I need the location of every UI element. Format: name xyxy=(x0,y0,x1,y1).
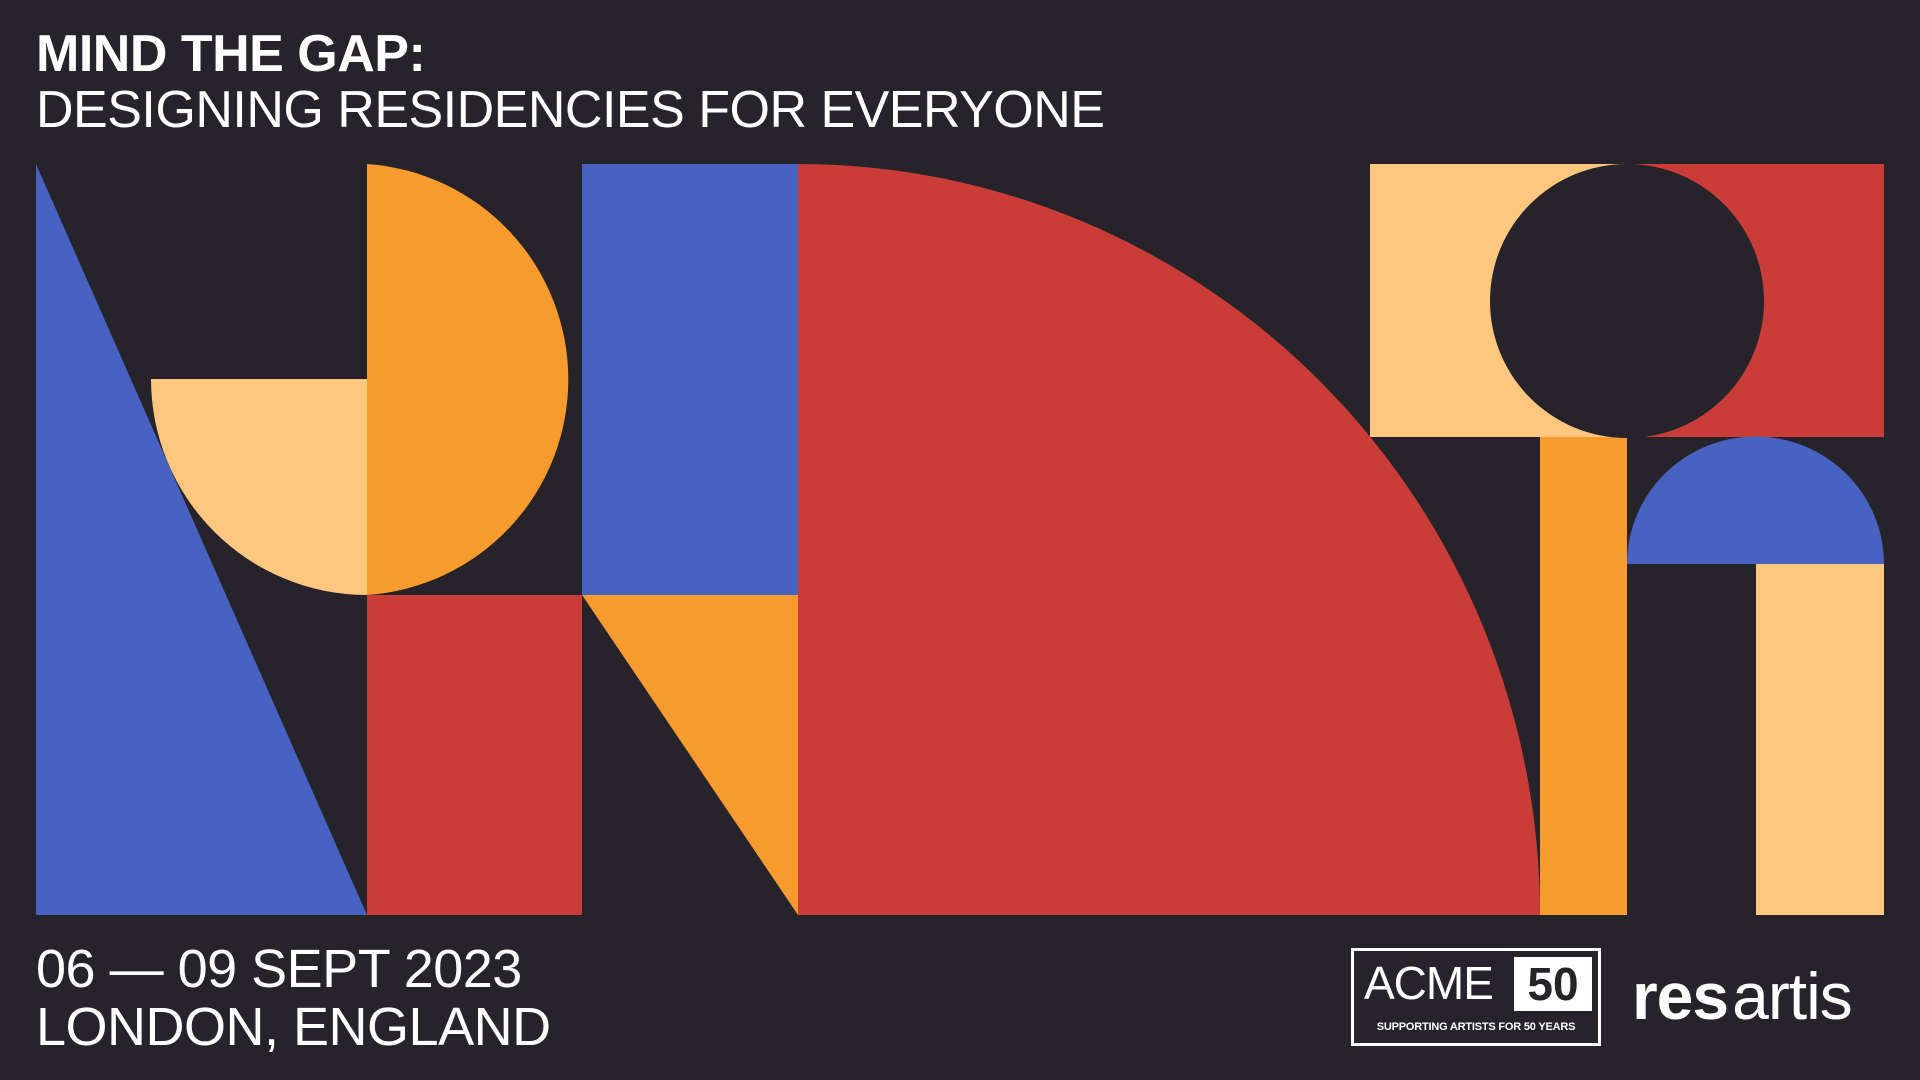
resartis-artis-text: artis xyxy=(1732,959,1853,1033)
acme-50-logo: ACME 50 SUPPORTING ARTISTS FOR 50 YEARS xyxy=(1351,948,1601,1046)
acme-tagline: SUPPORTING ARTISTS FOR 50 YEARS xyxy=(1376,1021,1576,1033)
acme-number-badge: 50 xyxy=(1514,957,1592,1011)
title-line-main: MIND THE GAP: xyxy=(36,25,426,83)
blue-half-dome-shape xyxy=(1627,436,1884,564)
poster-title: MIND THE GAP: DESIGNING RESIDENCIES FOR … xyxy=(36,25,1105,139)
light-orange-bar-shape xyxy=(1756,564,1884,915)
blue-triangle-shape xyxy=(36,164,367,915)
orange-triangle-shape xyxy=(582,595,798,915)
red-square-shape xyxy=(367,595,582,915)
blue-rectangle-shape xyxy=(582,164,798,595)
red-quarter-circle-shape xyxy=(798,164,1540,915)
title-line-subtitle: DESIGNING RESIDENCIES FOR EVERYONE xyxy=(36,81,1105,139)
resartis-res-text: res xyxy=(1632,959,1729,1033)
orange-half-circle-shape xyxy=(367,164,569,595)
acme-logo-top: ACME 50 xyxy=(1354,951,1598,1015)
dark-circle-shape xyxy=(1490,164,1764,438)
acme-wordmark: ACME xyxy=(1364,957,1494,1009)
event-details: 06 — 09 SEPT 2023 LONDON, ENGLAND xyxy=(36,942,551,1058)
resartis-logo: resartis xyxy=(1632,958,1853,1034)
light-orange-quarter-circle-shape xyxy=(151,379,367,595)
event-location: LONDON, ENGLAND xyxy=(36,997,551,1057)
event-dates: 06 — 09 SEPT 2023 xyxy=(36,939,522,999)
orange-bar-shape xyxy=(1540,437,1627,915)
